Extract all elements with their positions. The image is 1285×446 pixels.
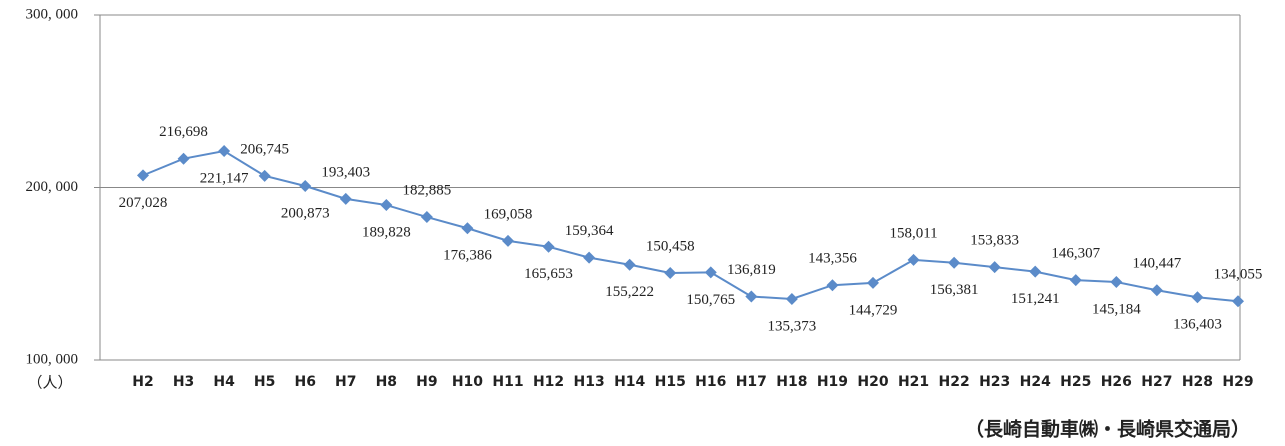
data-label: 134,055 xyxy=(1214,267,1263,283)
series-line xyxy=(142,149,1239,303)
data-point xyxy=(502,234,514,247)
x-tick-label: H9 xyxy=(416,374,437,390)
x-tick-label: H27 xyxy=(1141,374,1172,390)
data-point xyxy=(137,169,149,182)
data-point xyxy=(1232,295,1244,308)
data-point xyxy=(258,169,271,182)
data-point xyxy=(664,266,677,279)
x-tick-label: H3 xyxy=(173,374,194,390)
data-label: 143,356 xyxy=(808,251,857,267)
y-tick-label: 300, 000 xyxy=(26,6,79,22)
data-label: 207,028 xyxy=(119,195,168,211)
x-tick-label: H2 xyxy=(132,374,153,390)
x-tick-label: H21 xyxy=(898,374,929,390)
data-label: 150,458 xyxy=(646,238,695,254)
x-tick-label: H17 xyxy=(736,374,767,390)
data-label: 155,222 xyxy=(605,284,654,300)
x-tick-label: H15 xyxy=(655,374,686,390)
data-point xyxy=(623,258,636,271)
x-tick-label: H5 xyxy=(254,374,275,390)
x-tick-label: H25 xyxy=(1060,374,1091,390)
data-label: 169,058 xyxy=(484,206,533,222)
data-label: 193,403 xyxy=(321,164,370,180)
data-label: 144,729 xyxy=(849,302,898,318)
data-point xyxy=(826,279,839,292)
x-tick-label: H18 xyxy=(776,374,807,390)
data-label: 216,698 xyxy=(159,124,208,140)
data-point xyxy=(339,192,352,205)
y-tick-label: 200, 000 xyxy=(26,179,79,195)
data-label: 206,745 xyxy=(240,141,289,157)
x-tick-label: H16 xyxy=(695,374,726,390)
data-point xyxy=(988,261,1001,274)
data-label: 146,307 xyxy=(1051,246,1100,262)
data-point xyxy=(461,222,474,235)
data-point xyxy=(1069,274,1082,287)
data-label: 140,447 xyxy=(1133,256,1182,272)
data-label: 153,833 xyxy=(970,233,1019,249)
data-label: 165,653 xyxy=(524,266,573,282)
data-label: 136,403 xyxy=(1173,317,1222,333)
data-label: 221,147 xyxy=(200,170,249,186)
data-point xyxy=(542,240,555,253)
x-tick-label: H11 xyxy=(492,374,523,390)
data-point xyxy=(1029,265,1042,278)
x-tick-label: H29 xyxy=(1222,374,1253,390)
x-tick-label: H4 xyxy=(213,374,235,390)
data-point xyxy=(380,199,393,212)
data-label: 189,828 xyxy=(362,224,411,240)
x-tick-label: H12 xyxy=(533,374,564,390)
x-tick-label: H24 xyxy=(1020,374,1051,390)
data-label: 135,373 xyxy=(768,318,817,334)
x-tick-label: H26 xyxy=(1101,374,1132,390)
x-tick-label: H10 xyxy=(452,374,483,390)
x-tick-label: H23 xyxy=(979,374,1010,390)
data-label: 156,381 xyxy=(930,282,979,298)
x-tick-label: H6 xyxy=(294,374,315,390)
x-tick-label: H22 xyxy=(939,374,970,390)
data-point xyxy=(583,251,596,264)
x-tick-label: H28 xyxy=(1182,374,1213,390)
data-point xyxy=(1150,284,1163,297)
data-point xyxy=(948,256,961,269)
y-axis-label: （人） xyxy=(27,374,72,391)
data-label: 182,885 xyxy=(403,182,452,198)
data-label: 151,241 xyxy=(1011,291,1060,307)
data-label: 145,184 xyxy=(1092,301,1141,317)
x-tick-label: H7 xyxy=(335,374,356,390)
data-point xyxy=(299,179,312,192)
source-note: （長崎自動車㈱・長崎県交通局） xyxy=(965,418,1250,441)
data-point xyxy=(785,292,798,305)
data-point xyxy=(867,276,879,289)
y-tick-label: 100, 000 xyxy=(26,351,79,367)
x-tick-label: H20 xyxy=(857,374,888,390)
data-label: 200,873 xyxy=(281,205,330,221)
data-label: 158,011 xyxy=(889,225,937,241)
data-label: 150,765 xyxy=(686,292,735,308)
x-tick-label: H13 xyxy=(574,374,605,390)
data-label: 159,364 xyxy=(565,223,614,239)
data-point xyxy=(1110,276,1123,289)
data-point xyxy=(218,145,231,158)
data-point xyxy=(1191,291,1204,304)
x-tick-label: H19 xyxy=(817,374,848,390)
data-point xyxy=(704,266,717,279)
x-tick-label: H14 xyxy=(614,374,645,390)
data-point xyxy=(420,211,433,224)
data-point xyxy=(177,152,190,165)
data-label: 176,386 xyxy=(443,248,492,264)
data-point xyxy=(745,290,758,303)
data-point xyxy=(907,253,920,266)
x-tick-label: H8 xyxy=(376,374,397,390)
data-label: 136,819 xyxy=(727,262,776,278)
